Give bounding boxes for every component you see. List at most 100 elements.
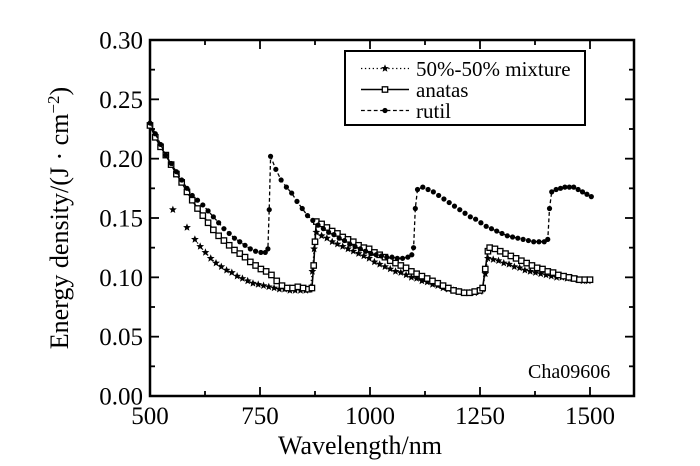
circle-marker	[414, 186, 421, 193]
square-marker	[252, 262, 259, 269]
star-marker	[169, 205, 177, 213]
circle-marker	[588, 194, 594, 200]
star-marker	[243, 276, 252, 285]
circle-marker	[478, 220, 484, 226]
circle-marker	[194, 197, 201, 203]
star-marker	[238, 274, 247, 282]
square-marker	[460, 289, 468, 297]
circle-marker	[310, 217, 316, 223]
circle-marker	[331, 232, 337, 238]
circle-marker	[179, 177, 185, 183]
circle-marker	[184, 185, 190, 191]
square-marker	[257, 265, 265, 273]
circle-marker	[336, 235, 342, 241]
star-marker	[365, 254, 373, 262]
circle-marker	[363, 248, 369, 254]
star-marker	[402, 270, 410, 279]
square-marker	[444, 284, 452, 292]
square-marker	[210, 226, 217, 234]
circle-marker	[258, 249, 264, 256]
star-marker	[227, 268, 236, 276]
circle-marker	[157, 141, 164, 148]
series-line-anatas	[149, 125, 590, 294]
annotation-cha09606: Cha09606	[528, 361, 610, 383]
star-marker	[349, 247, 358, 255]
x-tick-label: 1250	[455, 403, 505, 430]
square-marker	[429, 277, 436, 285]
square-marker	[392, 259, 399, 267]
circle-marker	[267, 153, 274, 159]
y-tick-label: 0.10	[99, 265, 143, 292]
circle-marker	[210, 214, 216, 220]
circle-marker	[382, 107, 388, 114]
star-marker	[531, 268, 540, 276]
square-marker	[311, 238, 319, 246]
star-marker	[212, 259, 220, 267]
square-marker	[220, 237, 228, 244]
square-marker	[565, 273, 573, 281]
circle-marker	[562, 184, 568, 190]
circle-marker	[173, 169, 179, 175]
square-marker	[455, 288, 463, 295]
square-marker	[423, 275, 431, 282]
circle-marker	[531, 239, 537, 245]
square-marker	[199, 212, 207, 219]
square-marker	[231, 246, 238, 254]
square-marker	[491, 245, 499, 253]
square-marker	[581, 276, 589, 284]
circle-marker	[410, 245, 417, 251]
circle-marker	[283, 184, 289, 190]
circle-marker	[289, 190, 295, 196]
square-marker	[466, 289, 473, 297]
star-marker	[233, 272, 241, 280]
square-marker	[413, 270, 420, 278]
square-marker	[576, 276, 583, 284]
star-marker	[515, 263, 524, 272]
square-marker	[408, 268, 415, 275]
star-marker	[196, 242, 205, 250]
square-marker	[528, 262, 536, 269]
legend	[344, 50, 586, 126]
star-marker	[381, 262, 389, 270]
circle-marker	[368, 251, 374, 257]
square-marker	[570, 275, 578, 282]
x-tick-label: 1500	[565, 403, 615, 430]
y-tick-label: 0.05	[99, 324, 143, 351]
square-marker	[299, 284, 307, 292]
square-marker	[241, 253, 249, 261]
circle-marker	[373, 252, 379, 258]
star-marker	[317, 231, 326, 240]
star-marker	[222, 266, 231, 274]
y-tick-label: 0.25	[99, 87, 143, 114]
circle-marker	[546, 205, 553, 212]
star-marker	[370, 257, 379, 266]
y-axis-title-main: Energy density/(J · cm	[45, 114, 74, 350]
circle-marker	[451, 203, 458, 209]
y-axis-tick-labels: 0.00 0.05 0.10 0.15 0.20 0.25 0.30	[99, 28, 143, 411]
circle-marker	[394, 255, 400, 261]
circle-marker	[347, 241, 353, 247]
circle-marker	[430, 189, 436, 195]
circle-marker	[473, 216, 479, 222]
square-marker	[523, 259, 530, 267]
legend-label-anatas: anatas	[416, 78, 468, 102]
circle-marker	[200, 202, 206, 208]
y-axis-title-close: )	[45, 87, 74, 96]
square-marker	[204, 219, 212, 227]
star-marker	[396, 268, 405, 276]
circle-marker	[389, 254, 395, 260]
circle-marker	[509, 234, 516, 240]
square-marker	[273, 277, 281, 285]
star-marker	[308, 267, 317, 275]
circle-marker	[488, 226, 495, 232]
circle-marker	[457, 207, 463, 213]
star-marker	[407, 273, 416, 281]
square-marker	[507, 252, 515, 260]
square-marker	[268, 271, 275, 279]
circle-marker	[557, 185, 564, 191]
circle-marker	[515, 235, 521, 241]
circle-marker	[520, 236, 526, 242]
star-marker	[338, 242, 347, 250]
circle-marker	[357, 246, 363, 252]
